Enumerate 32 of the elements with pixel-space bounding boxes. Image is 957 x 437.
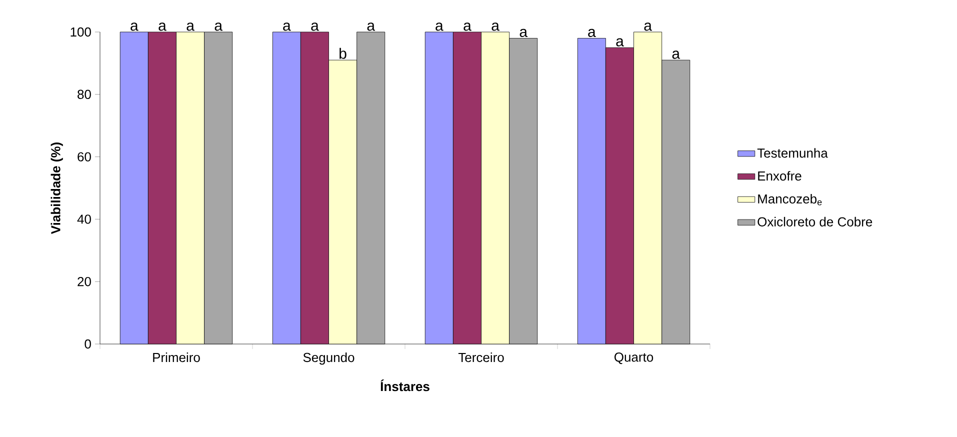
y-tick-label: 100 [70,27,91,37]
data-label: a [186,22,194,31]
data-label: a [311,22,319,31]
x-tick-label: Primeiro [153,352,200,362]
y-tick-label: 80 [78,90,91,99]
x-tick-label: Quarto [614,352,654,364]
x-tick-label: Segundo [303,352,354,365]
data-label: a [130,22,138,31]
legend-label: Testemunha [757,148,828,158]
data-label: a [492,22,500,31]
data-label: a [283,22,291,31]
data-label: a [644,22,652,31]
legend-label: Mancozeb$_{e}$ [758,194,822,206]
data-label: a [214,22,223,31]
legend-label: Enxofre [758,171,802,181]
data-label: a [520,28,528,38]
y-tick-label: 20 [78,276,91,286]
x-tick-label: Terceiro [458,352,504,362]
data-label: a [464,22,472,31]
data-label: a [158,22,166,31]
y-tick-label: 40 [77,214,91,224]
legend-label: Oxicloreto de Cobre [758,216,872,226]
data-label: a [616,38,624,46]
x-axis-title: Ínstares [380,380,430,392]
data-label: a [672,50,680,59]
y-tick-label: 60 [78,152,91,162]
y-axis-title: Viabilidade (%) [50,142,63,234]
y-tick-label: 0 [84,339,91,349]
data-label: a [588,28,596,38]
data-label: a [436,22,444,31]
data-label: b [340,48,346,59]
data-label: a [367,22,376,31]
